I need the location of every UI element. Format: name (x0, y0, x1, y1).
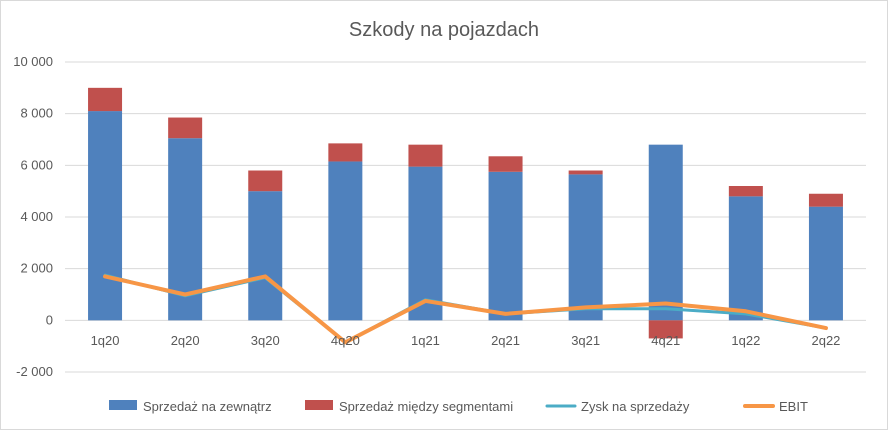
x-tick-label: 1q22 (731, 333, 760, 348)
axis-layer: -2 000 0 2 000 4 000 6 000 8 000 10 000 1q20 2q2… (13, 54, 840, 379)
ebit-line (103, 274, 828, 345)
x-tick-label: 4q20 (331, 333, 360, 348)
bar-sprzedaz-na-zewnatrz-2q22 (808, 206, 843, 321)
x-tick-label: 3q21 (571, 333, 600, 348)
chart-title: Szkody na pojazdach (349, 19, 539, 41)
bar-sprzedaz-na-zewnatrz-4q21 (648, 144, 683, 321)
bar-sprzedaz-miedzy-segmentami-3q20 (248, 170, 283, 192)
y-tick-label: 8 000 (20, 106, 53, 121)
bar-sprzedaz-miedzy-segmentami-4q20 (328, 143, 363, 162)
legend-label-1: Sprzedaż między segmentami (339, 399, 513, 414)
legend-marker-1 (305, 400, 333, 410)
bar-sprzedaz-na-zewnatrz-4q20 (328, 161, 363, 321)
x-tick-label: 2q21 (491, 333, 520, 348)
y-tick-label: 4 000 (20, 209, 53, 224)
x-tick-label: 4q21 (651, 333, 680, 348)
x-tick-label: 1q21 (411, 333, 440, 348)
x-tick-label: 2q22 (811, 333, 840, 348)
x-tick-label: 1q20 (91, 333, 120, 348)
bar-sprzedaz-na-zewnatrz-2q21 (488, 171, 523, 321)
bar-layer (88, 87, 843, 339)
line-layer (103, 273, 828, 345)
bar-sprzedaz-miedzy-segmentami-2q20 (168, 117, 203, 139)
legend-layer: Sprzedaż na zewnątrz Sprzedaż między segm… (109, 399, 808, 414)
legend-label-2: Zysk na sprzedaży (581, 399, 690, 414)
bar-sprzedaz-miedzy-segmentami-1q22 (728, 186, 763, 197)
bar-sprzedaz-miedzy-segmentami-2q21 (488, 156, 523, 172)
bar-sprzedaz-miedzy-segmentami-2q22 (808, 193, 843, 207)
bar-sprzedaz-na-zewnatrz-1q22 (728, 196, 763, 321)
legend-label-0: Sprzedaż na zewnątrz (143, 399, 272, 414)
bar-sprzedaz-na-zewnatrz-1q21 (408, 166, 443, 321)
legend-marker-0 (109, 400, 137, 410)
y-tick-label: 0 (46, 312, 53, 327)
bar-sprzedaz-na-zewnatrz-1q20 (88, 111, 123, 321)
x-tick-label: 2q20 (171, 333, 200, 348)
legend-label-3: EBIT (779, 399, 808, 414)
bar-sprzedaz-miedzy-segmentami-1q21 (408, 144, 443, 167)
y-tick-label: 2 000 (20, 261, 53, 276)
bar-sprzedaz-na-zewnatrz-3q21 (568, 174, 603, 321)
x-tick-label: 3q20 (251, 333, 280, 348)
bar-sprzedaz-miedzy-segmentami-3q21 (568, 170, 603, 175)
y-tick-label: -2 000 (16, 364, 53, 379)
y-tick-label: 6 000 (20, 157, 53, 172)
bar-sprzedaz-miedzy-segmentami-1q20 (88, 87, 123, 112)
bar-sprzedaz-miedzy-segmentami-4q21 (648, 320, 683, 339)
bar-sprzedaz-na-zewnatrz-3q20 (248, 191, 283, 321)
y-tick-label: 10 000 (13, 54, 53, 69)
